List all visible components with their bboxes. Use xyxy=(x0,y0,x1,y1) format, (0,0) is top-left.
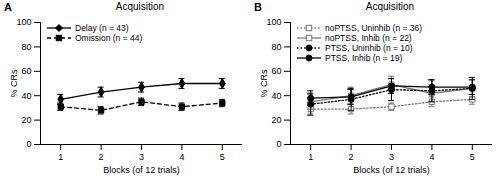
svg-text:80: 80 xyxy=(21,42,31,52)
svg-text:4: 4 xyxy=(179,152,184,162)
svg-text:100: 100 xyxy=(16,17,31,27)
svg-text:2: 2 xyxy=(349,152,354,162)
svg-text:2: 2 xyxy=(99,152,104,162)
svg-text:40: 40 xyxy=(271,91,281,101)
svg-text:Blocks (of 12 trials): Blocks (of 12 trials) xyxy=(353,165,430,175)
html-text:PTSS, Inhib (n = 19): PTSS, Inhib (n = 19) xyxy=(325,53,403,63)
svg-text:60: 60 xyxy=(271,66,281,76)
html-text:Acquisition: Acquisition xyxy=(115,1,165,12)
svg-text:% CRs: % CRs xyxy=(9,69,19,98)
svg-text:3: 3 xyxy=(139,152,144,162)
svg-text:5: 5 xyxy=(470,152,475,162)
html-text:B: B xyxy=(254,1,262,13)
svg-text:Blocks (of 12 trials): Blocks (of 12 trials) xyxy=(103,165,180,175)
svg-text:1: 1 xyxy=(58,152,63,162)
svg-text:100: 100 xyxy=(266,17,281,27)
html-text:Acquisition: Acquisition xyxy=(365,1,415,12)
html-text:noPTSS, Inhib (n = 22): noPTSS, Inhib (n = 22) xyxy=(325,33,412,43)
svg-text:80: 80 xyxy=(271,42,281,52)
html-text:Delay (n = 43): Delay (n = 43) xyxy=(75,23,129,33)
svg-text:0: 0 xyxy=(26,139,31,149)
svg-text:20: 20 xyxy=(271,115,281,125)
svg-text:5: 5 xyxy=(220,152,225,162)
html-text:noPTSS, Uninhib (n = 36): noPTSS, Uninhib (n = 36) xyxy=(325,23,423,33)
svg-text:3: 3 xyxy=(389,152,394,162)
svg-text:1: 1 xyxy=(308,152,313,162)
html-text:A: A xyxy=(4,1,12,13)
svg-text:20: 20 xyxy=(21,115,31,125)
svg-text:4: 4 xyxy=(429,152,434,162)
svg-text:40: 40 xyxy=(21,91,31,101)
svg-text:60: 60 xyxy=(21,66,31,76)
svg-text:0: 0 xyxy=(276,139,281,149)
html-text:PTSS, Uninhib (n = 10): PTSS, Uninhib (n = 10) xyxy=(325,43,413,53)
html-text:Omission (n = 44): Omission (n = 44) xyxy=(75,33,143,43)
svg-text:% CRs: % CRs xyxy=(259,69,269,98)
